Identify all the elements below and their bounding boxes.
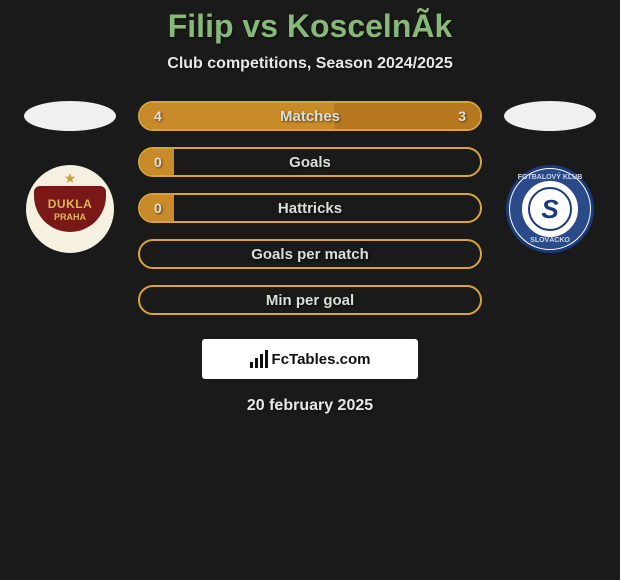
stat-value-left: 4 xyxy=(154,108,162,124)
stat-bar: Goals per match xyxy=(138,239,482,269)
page-subtitle: Club competitions, Season 2024/2025 xyxy=(167,55,452,73)
club-badge-right: FOTBALOVÝ KLUB S SLOVÁCKO xyxy=(506,165,594,253)
page-title: Filip vs KoscelnÃ­k xyxy=(168,8,453,45)
infographic-container: Filip vs KoscelnÃ­k Club competitions, S… xyxy=(0,0,620,415)
stat-bar: 0 Goals xyxy=(138,147,482,177)
brand-text: FcTables.com xyxy=(272,351,371,368)
stat-bar: 4 Matches 3 xyxy=(138,101,482,131)
stat-value-left: 0 xyxy=(154,154,162,170)
stat-value-right: 3 xyxy=(458,108,466,124)
brand-bars-icon xyxy=(250,350,268,368)
left-side-col: ★ DUKLA PRAHA xyxy=(20,101,120,253)
date-line: 20 february 2025 xyxy=(247,397,373,415)
stat-label: Goals xyxy=(289,154,331,171)
main-row: ★ DUKLA PRAHA 4 Matches 3 0 Goals 0 Hattricks G… xyxy=(0,101,620,315)
player-photo-left xyxy=(24,101,116,131)
stat-bar: Min per goal xyxy=(138,285,482,315)
player-photo-right xyxy=(504,101,596,131)
brand-box[interactable]: FcTables.com xyxy=(202,339,418,379)
dukla-name-line2: PRAHA xyxy=(54,212,86,222)
stat-label: Goals per match xyxy=(251,246,369,263)
stat-label: Min per goal xyxy=(266,292,354,309)
dukla-name-line1: DUKLA xyxy=(48,197,93,211)
star-icon: ★ xyxy=(64,170,77,187)
right-side-col: FOTBALOVÝ KLUB S SLOVÁCKO xyxy=(500,101,600,253)
stat-bar: 0 Hattricks xyxy=(138,193,482,223)
dukla-shield: ★ DUKLA PRAHA xyxy=(34,186,106,232)
slovacko-ring-bot: SLOVÁCKO xyxy=(530,237,570,244)
stats-column: 4 Matches 3 0 Goals 0 Hattricks Goals per match… xyxy=(138,101,482,315)
stat-label: Hattricks xyxy=(278,200,342,217)
stat-value-left: 0 xyxy=(154,200,162,216)
slovacko-letter: S xyxy=(528,187,572,231)
slovacko-ring-top: FOTBALOVÝ KLUB xyxy=(518,174,583,181)
stat-label: Matches xyxy=(280,108,340,125)
club-badge-left: ★ DUKLA PRAHA xyxy=(26,165,114,253)
